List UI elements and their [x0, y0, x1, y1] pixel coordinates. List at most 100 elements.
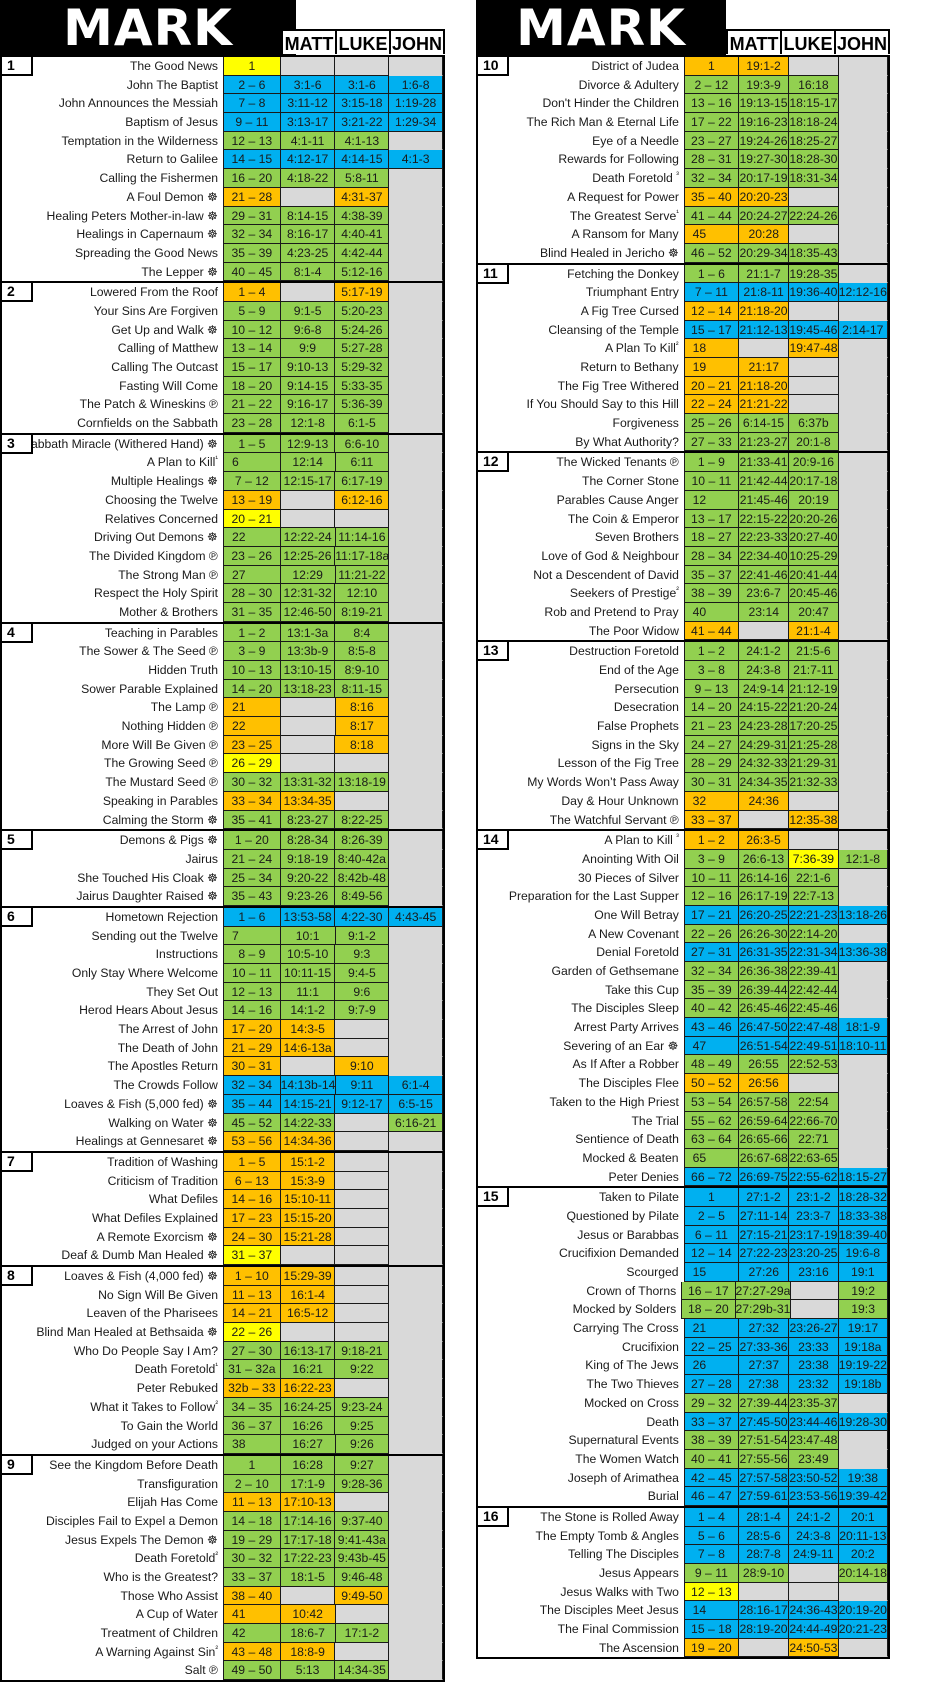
mark-verses-cell: 45	[683, 225, 740, 244]
table-row: The Rich Man & Eternal Life 17 – 22 19:16-…	[478, 113, 888, 132]
luke-ref-cell: 4:31-37	[335, 187, 390, 207]
luke-ref-cell: 9:26	[335, 1435, 390, 1454]
matthew-ref-cell: 21:18-20	[738, 301, 790, 321]
mark-verses-cell: 12	[683, 490, 740, 510]
luke-ref-cell: 22:55-62	[789, 1167, 839, 1187]
table-row: What Defiles Explained 17 – 23 15:15-20	[2, 1208, 443, 1228]
table-row: John The Baptist 2 – 6 3:1-6 3:1-6 1:6-8	[2, 75, 443, 95]
mark-verses-cell: 22 – 26	[223, 1323, 281, 1342]
chapter-table-left: 1 The Good News 1 John The Baptist 2 – 6 3:1-…	[0, 55, 445, 1682]
matthew-ref-cell: 14:13b-14	[280, 1076, 336, 1095]
chapter-number: 3	[2, 434, 33, 454]
john-ref-cell	[389, 945, 443, 964]
luke-ref-cell	[335, 1246, 390, 1265]
john-ref-cell	[389, 453, 444, 473]
table-row: Spreading the Good News 35 – 39 4:23-25 4:4…	[2, 243, 443, 263]
john-ref-cell	[838, 791, 888, 811]
matthew-ref-cell: 26:3-5	[738, 831, 790, 850]
mark-verses-cell: 1 – 2	[223, 623, 281, 643]
mark-verses-cell: 14 – 16	[223, 1190, 281, 1209]
table-row: Jairus 21 – 24 9:18-19 8:40-42a	[2, 849, 443, 869]
table-row: Supernatural Events 38 – 39 27:51-54 23:47-…	[478, 1431, 888, 1450]
john-ref-cell: 20:1	[838, 1507, 888, 1527]
table-row: Jairus Daughter Raised ☸ 35 – 43 9:23-26 8:…	[2, 887, 443, 906]
passage-title: The Final Commission	[557, 1622, 679, 1637]
mark-verses-cell: 24 – 27	[683, 735, 739, 755]
john-ref-cell	[838, 1431, 888, 1450]
table-row: The Poor Widow 41 – 44 21:1-4	[478, 621, 888, 641]
table-row: Forgiveness 25 – 26 6:14-15 6:37b	[478, 414, 888, 433]
passage-title: The Arrest of John	[118, 1022, 218, 1037]
matthew-ref-cell: 9:1-5	[280, 301, 336, 321]
table-row: King of The Jews 26 27:37 23:38 19:19-22	[478, 1356, 888, 1376]
mark-verses-cell: 1 – 5	[223, 1152, 281, 1172]
table-row: Only Stay Where Welcome 10 – 11 10:11-15 9:…	[2, 964, 443, 983]
luke-ref-cell: 22:66-70	[789, 1111, 839, 1131]
passage-title: The Poor Widow	[588, 623, 679, 638]
luke-ref-cell: 21:32-33	[789, 773, 839, 792]
matthew-ref-cell: 13:34-35	[280, 791, 336, 811]
table-row: Mocked on Cross 29 – 32 27:39-44 23:35-37	[478, 1393, 888, 1413]
matthew-ref-cell: 21:17	[739, 358, 790, 377]
passage-title: Respect the Holy Spirit	[94, 586, 218, 601]
john-ref-cell	[389, 679, 443, 699]
table-row: A Plan to Kill¹ 6 12:14 6:11	[2, 453, 444, 473]
matthew-ref-cell: 9:9	[280, 339, 336, 358]
john-ref-cell	[389, 262, 443, 282]
john-ref-cell: 18:28-32	[838, 1188, 888, 1207]
mark-verses-cell: 31 – 37	[223, 1246, 281, 1265]
passage-title: 30 Pieces of Silver	[577, 870, 679, 885]
right-header: MARK MATT LUKE JOHN	[476, 0, 938, 56]
passage-title: A Request for Power	[567, 189, 679, 204]
luke-ref-cell: 24:9-11	[789, 1545, 839, 1564]
matthew-ref-cell: 20:29-34	[738, 243, 790, 263]
passage-title: Nothing Hidden ℗	[121, 719, 218, 734]
passage-title: Loaves & Fish (4,000 fed) ☸	[64, 1269, 218, 1283]
table-row: Blind Healed in Jericho ☸ 46 – 52 20:29-34…	[478, 243, 888, 263]
luke-ref-cell: 9:1-2	[335, 926, 390, 946]
matthew-ref-cell: 16:13-17	[280, 1341, 336, 1361]
table-row: Garden of Gethsemane 32 – 34 26:36-38 22:39…	[478, 962, 888, 981]
matthew-ref-cell: 21:1-7	[738, 264, 790, 284]
left-panel: MARK MATT LUKE JOHN 1 The Good News 1 John …	[0, 0, 445, 1682]
passage-title: The Mustard Seed ℗	[105, 775, 218, 790]
passage-title: Hidden Truth	[148, 663, 218, 677]
table-row: Death Foretold¹ 31 – 32a 16:21 9:22	[2, 1360, 443, 1380]
table-row: The Strong Man ℗ 27 12:29 11:21-22	[2, 565, 444, 585]
john-ref-cell	[838, 225, 888, 244]
mark-verses-cell: 40 – 45	[223, 262, 281, 282]
matthew-ref-cell	[739, 339, 790, 358]
john-ref-cell: 20:21-23	[838, 1620, 888, 1639]
matthew-ref-cell: 26:45-46	[738, 999, 790, 1019]
table-row: The Stone is Rolled Away 1 – 4 28:1-4 24:1-…	[478, 1507, 888, 1527]
mark-verses-cell: 14 – 16	[223, 1001, 281, 1021]
passage-title: Arrest Party Arrives	[573, 1020, 679, 1035]
luke-ref-cell: 5:8-11	[335, 169, 390, 188]
matthew-ref-cell: 14:22-33	[280, 1113, 336, 1133]
table-row: By What Authority? 27 – 33 21:23-27 20:1-8	[478, 432, 888, 452]
matthew-ref-cell: 15:10-11	[280, 1190, 336, 1209]
matthew-ref-cell: 17:22-23	[280, 1549, 336, 1568]
table-row: The Sower & The Seed ℗ 3 – 9 13:3b-9 8:5-8	[2, 642, 443, 661]
table-row: The Fig Tree Withered 20 – 21 21:18-20	[478, 376, 888, 396]
matthew-ref-cell: 9:16-17	[280, 395, 336, 415]
chapter-number: 5	[2, 831, 33, 851]
table-row: What it Takes to Follow² 34 – 35 16:24-25 9…	[2, 1397, 443, 1417]
table-row: Love of God & Neighbour 28 – 34 22:34-40 10…	[478, 546, 888, 566]
mark-verses-cell: 6 – 11	[683, 1225, 739, 1245]
mark-verses-cell: 10 – 13	[223, 661, 281, 680]
table-row: What Defiles 14 – 16 15:10-11	[2, 1190, 443, 1209]
mark-verses-cell: 3 – 8	[683, 661, 739, 680]
luke-ref-cell: 6:12-16	[335, 490, 390, 510]
passage-title: A Foul Demon ☸	[126, 189, 218, 204]
mark-verses-cell: 22	[222, 528, 281, 547]
john-ref-cell	[389, 1379, 443, 1398]
matthew-ref-cell	[280, 187, 336, 207]
table-row: Death 33 – 37 27:45-50 23:44-46 19:28-30	[478, 1412, 888, 1432]
matthew-ref-cell: 16:22-23	[280, 1379, 336, 1398]
table-row: Divorce & Adultery 2 – 12 19:3-9 16:18	[478, 75, 888, 95]
table-row: The Empty Tomb & Angles 5 – 6 28:5-6 24:3-8…	[478, 1526, 888, 1546]
john-ref-cell	[838, 113, 888, 132]
chapter-block: 9 See the Kingdom Before Death 1 16:28 9:27 T…	[2, 1455, 444, 1681]
